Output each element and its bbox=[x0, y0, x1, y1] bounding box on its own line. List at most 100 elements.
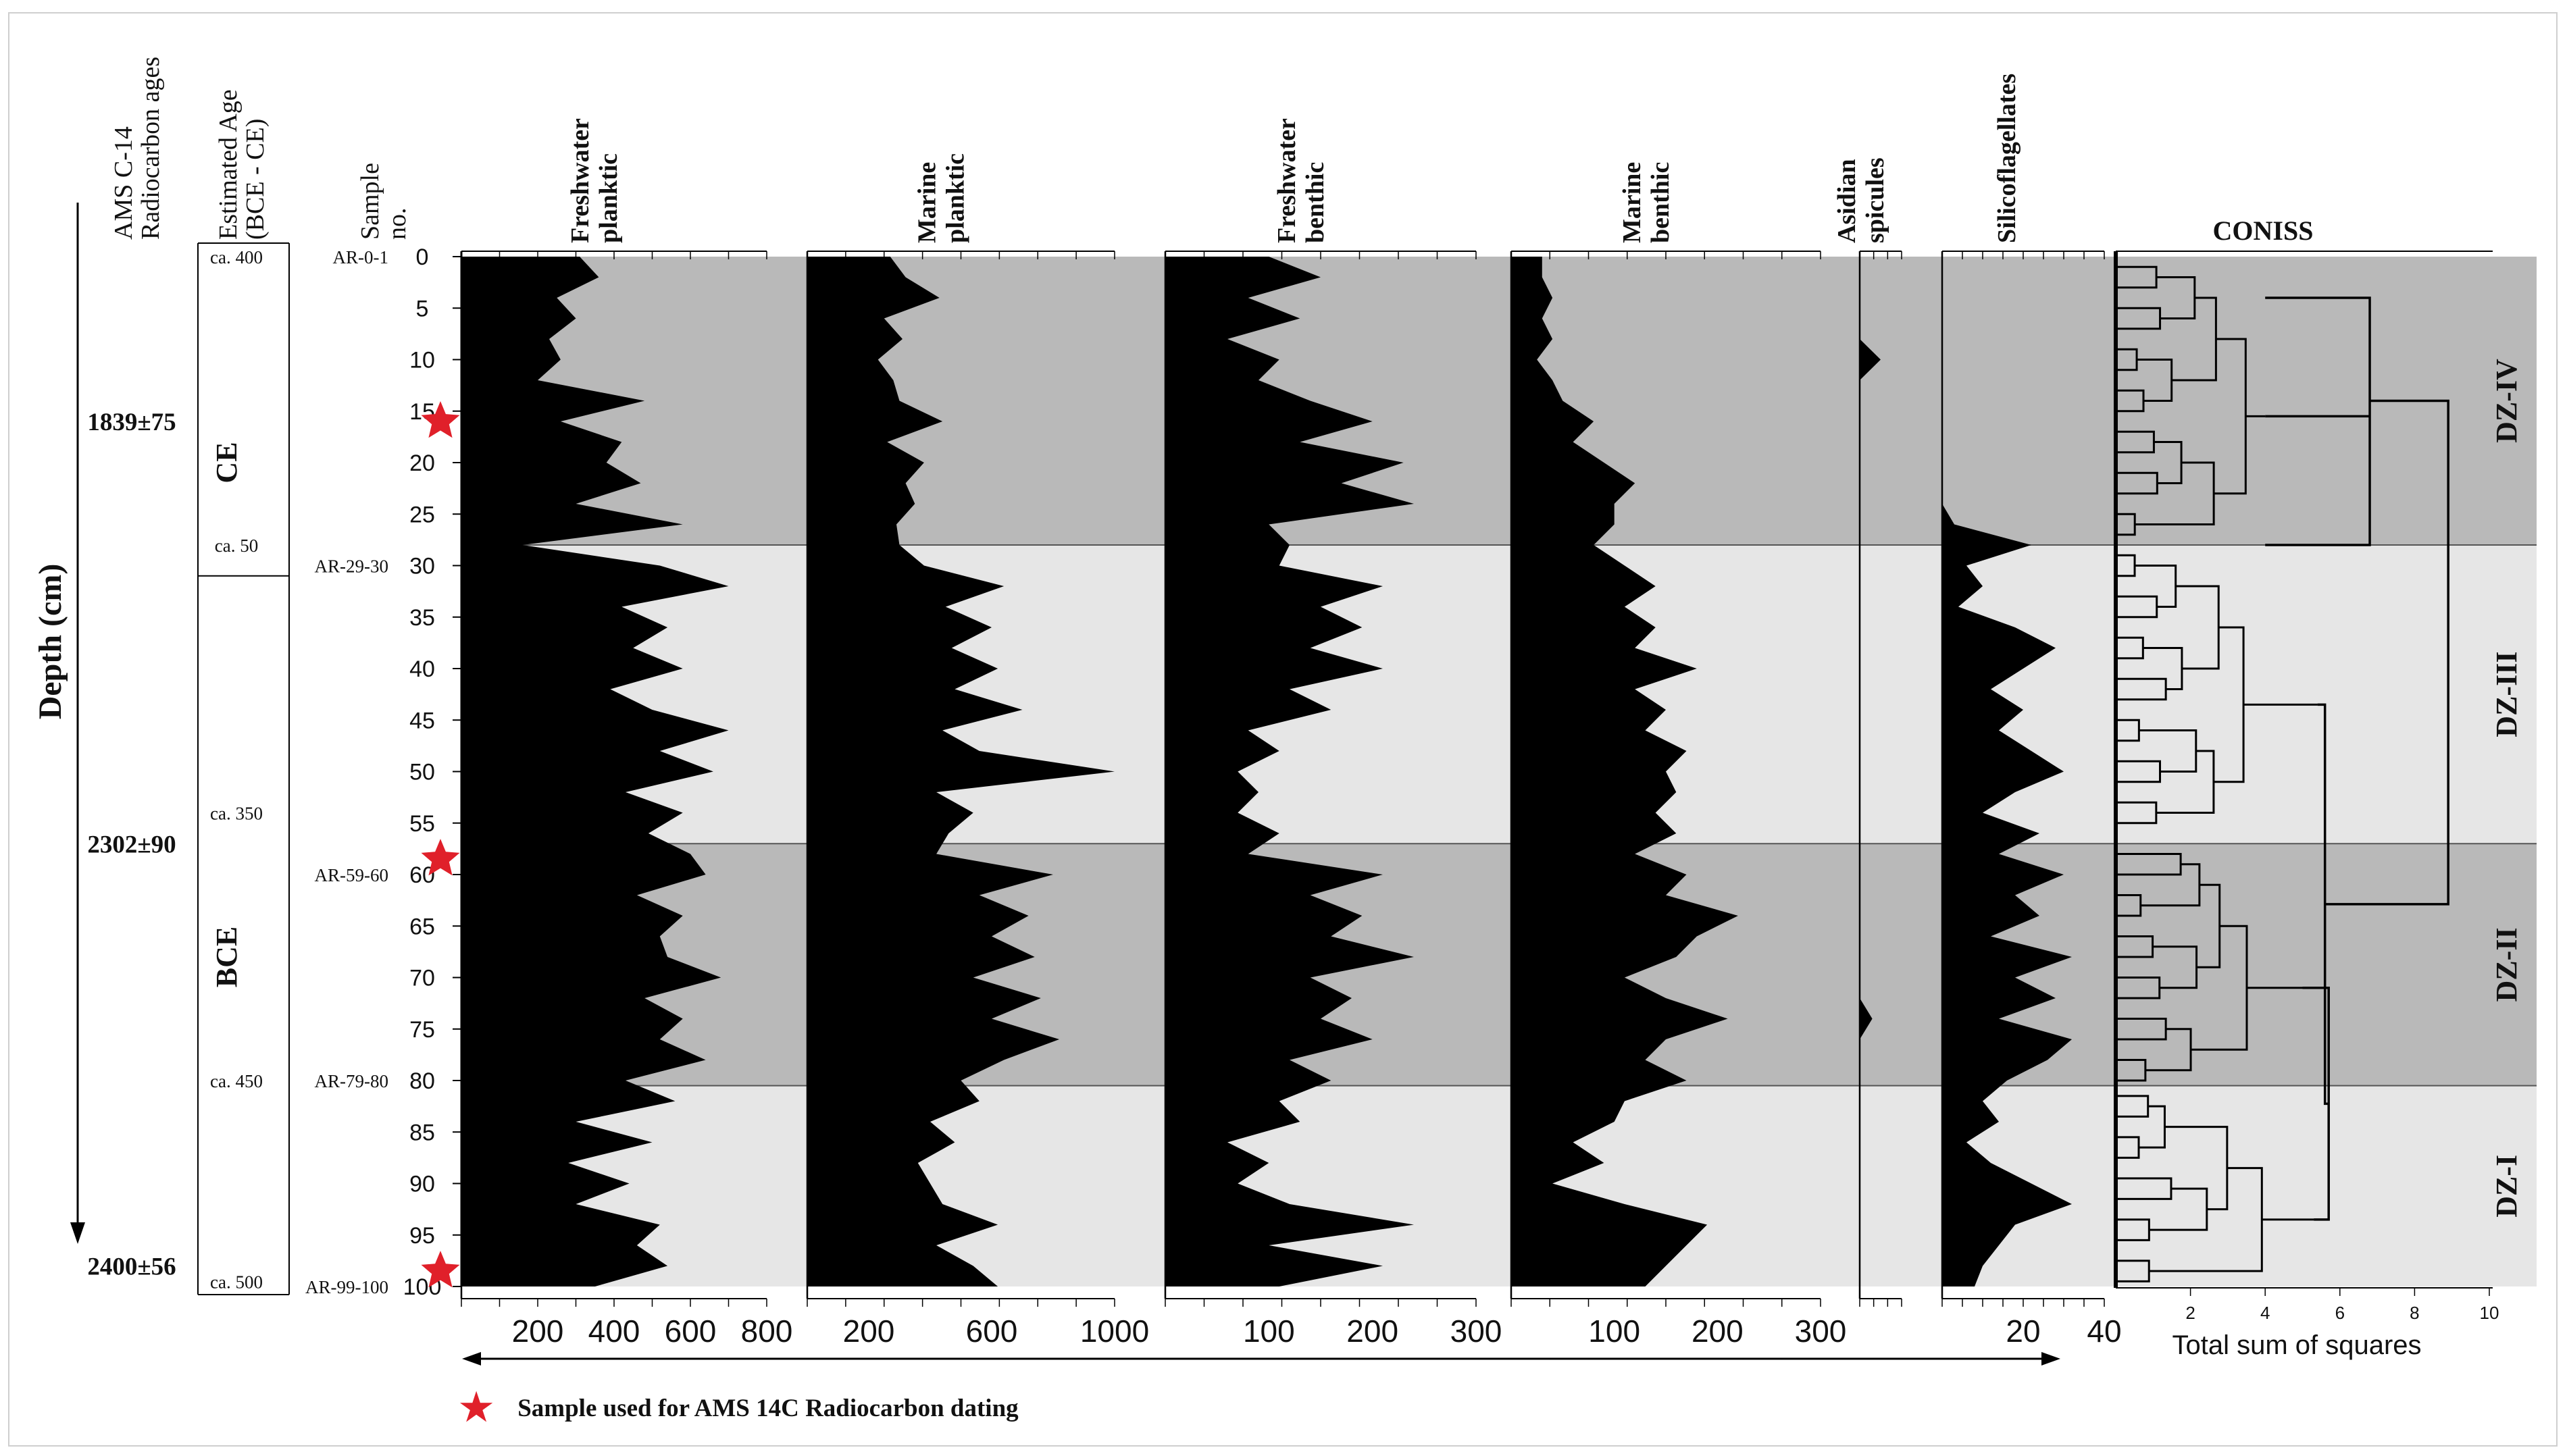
coniss-branch bbox=[2139, 1105, 2166, 1149]
panel-title-line: planktic bbox=[594, 153, 623, 243]
coniss-leaf-link bbox=[2116, 1059, 2147, 1082]
estimated-age: ca. 450 bbox=[210, 1071, 263, 1091]
sample-header-line: Sample bbox=[356, 163, 384, 240]
panel-title: Freshwaterbenthic bbox=[1273, 118, 1329, 243]
panel-title-line: Freshwater bbox=[1273, 118, 1301, 243]
panel-marine-planktic: 200 600 1000 Marineplanktic bbox=[806, 153, 1149, 1349]
depth-arrow-head bbox=[70, 1222, 85, 1244]
panel-title-line: planktic bbox=[942, 153, 970, 243]
depth-tick-label: 45 bbox=[409, 708, 435, 733]
coniss-branch bbox=[2156, 750, 2215, 814]
panel-title-line: Silicoflagellates bbox=[1993, 74, 2021, 243]
panel-title: Silicoflagellates bbox=[1993, 74, 2021, 243]
radiocarbon-age: 2302±90 bbox=[87, 831, 176, 858]
panel-title-line: Freshwater bbox=[566, 118, 594, 243]
depth-tick-label: 20 bbox=[409, 450, 435, 476]
coniss-tick-label: 6 bbox=[2335, 1303, 2345, 1323]
sample-label: AR-59-60 bbox=[315, 865, 389, 885]
panel-freshwater-benthic: 100 200 300 Freshwaterbenthic bbox=[1164, 118, 1502, 1349]
panel-tick-label: 100 bbox=[1588, 1314, 1640, 1349]
estimated-age: ca. 350 bbox=[210, 804, 263, 824]
sample-label: AR-29-30 bbox=[315, 556, 389, 577]
estimated-age: ca. 50 bbox=[215, 536, 258, 556]
depth-tick-label: 25 bbox=[409, 502, 435, 527]
coniss-branch bbox=[2135, 565, 2177, 608]
depth-tick-label: 55 bbox=[409, 811, 435, 837]
coniss-leaf-link bbox=[2116, 471, 2158, 495]
zone-band bbox=[461, 1085, 2537, 1286]
estimated-age-header-line: (BCE - CE) bbox=[241, 119, 270, 240]
panel-title-line: Asidian bbox=[1833, 159, 1861, 243]
panel-tick-label: 300 bbox=[1450, 1314, 1502, 1349]
coniss-leaf-link bbox=[2116, 853, 2182, 876]
depth-tick-label: 90 bbox=[409, 1172, 435, 1197]
coniss-tick-label: 8 bbox=[2410, 1303, 2419, 1323]
coniss-branch bbox=[2164, 1126, 2229, 1211]
series-silhouette bbox=[1942, 257, 2072, 1286]
series-silhouette bbox=[1165, 257, 1414, 1286]
depth-tick-label: 5 bbox=[416, 296, 429, 321]
dated-sample-star bbox=[421, 1251, 460, 1288]
panel-tick-label: 1000 bbox=[1080, 1314, 1149, 1349]
coniss-branch bbox=[2145, 1028, 2192, 1072]
coniss-leaf-link bbox=[2116, 1136, 2140, 1159]
estimated-age: ca. 400 bbox=[210, 247, 263, 267]
panel-tick-label: 100 bbox=[1243, 1314, 1295, 1349]
panel-tick-label: 600 bbox=[966, 1314, 1018, 1349]
coniss-root bbox=[2324, 399, 2449, 906]
sample-label: AR-79-80 bbox=[315, 1071, 389, 1091]
radiocarbon-age: 1839±75 bbox=[87, 409, 176, 436]
coniss-leaf-link bbox=[2116, 513, 2136, 536]
x-axis-arrow-left bbox=[462, 1352, 481, 1366]
zone-band bbox=[461, 257, 2537, 545]
zone-band bbox=[461, 545, 2537, 844]
depth-axis: 0510152025303540455055606570758085909510… bbox=[403, 244, 463, 1300]
dated-sample-star bbox=[421, 839, 460, 876]
panel-tick-label: 200 bbox=[843, 1314, 895, 1349]
coniss-tick-label: 2 bbox=[2185, 1303, 2195, 1323]
sample-header-line: no. bbox=[383, 208, 411, 240]
coniss-tick-label: 4 bbox=[2260, 1303, 2270, 1323]
zone-label: DZ-III bbox=[2490, 652, 2523, 737]
dated-sample-star bbox=[421, 401, 460, 438]
series-silhouette bbox=[461, 257, 729, 1286]
coniss-branch bbox=[2191, 925, 2248, 1051]
panel-title-line: Marine bbox=[913, 162, 942, 243]
depth-tick-label: 65 bbox=[409, 914, 435, 939]
panel-tick-label: 200 bbox=[512, 1314, 564, 1349]
panel-silicoflagellates: 20 40 Silicoflagellates bbox=[1941, 74, 2122, 1349]
sample-label: AR-99-100 bbox=[305, 1277, 388, 1297]
panel-title-line: spicules bbox=[1861, 157, 1889, 243]
depth-tick-label: 80 bbox=[409, 1068, 435, 1094]
panel-tick-label: 600 bbox=[665, 1314, 717, 1349]
coniss-leaf-link bbox=[2116, 430, 2155, 454]
y-axis-label: Depth (cm) bbox=[32, 564, 68, 720]
panel-title: Marineplanktic bbox=[913, 153, 970, 243]
depth-tick-label: 75 bbox=[409, 1017, 435, 1043]
panel-tick-label: 20 bbox=[2006, 1314, 2040, 1349]
depth-tick-label: 50 bbox=[409, 760, 435, 785]
depth-tick-label: 30 bbox=[409, 554, 435, 579]
legend: ★ Sample used for AMS 14C Radiocarbon da… bbox=[459, 1388, 1019, 1428]
panel-title-line: benthic bbox=[1301, 162, 1329, 243]
coniss-leaf-link bbox=[2116, 677, 2167, 701]
depth-tick-label: 95 bbox=[409, 1223, 435, 1249]
coniss-branch bbox=[2196, 883, 2221, 968]
radiocarbon-header-line: AMS C-14 bbox=[109, 126, 138, 240]
figure-frame bbox=[8, 12, 2558, 1447]
depth-tick-label: 85 bbox=[409, 1120, 435, 1145]
panel-tick-label: 300 bbox=[1795, 1314, 1847, 1349]
depth-tick-label: 35 bbox=[409, 605, 435, 631]
series-silhouette bbox=[1511, 257, 1738, 1286]
zone-label: DZ-II bbox=[2490, 927, 2523, 1002]
radiocarbon-header-line: Radiocarbon ages bbox=[136, 57, 165, 240]
depth-tick-label: 0 bbox=[416, 244, 429, 270]
panel-title: Asidianspicules bbox=[1833, 157, 1889, 243]
coniss-leaf-link bbox=[2116, 719, 2140, 742]
coniss-leaf-link bbox=[2116, 1259, 2150, 1282]
zone-bands bbox=[461, 257, 2537, 1286]
coniss-tick-label: 10 bbox=[2480, 1303, 2499, 1323]
depth-tick-label: 70 bbox=[409, 966, 435, 991]
coniss-title: CONISS bbox=[2213, 215, 2314, 246]
coniss-axis-label: Total sum of squares bbox=[2172, 1330, 2421, 1360]
